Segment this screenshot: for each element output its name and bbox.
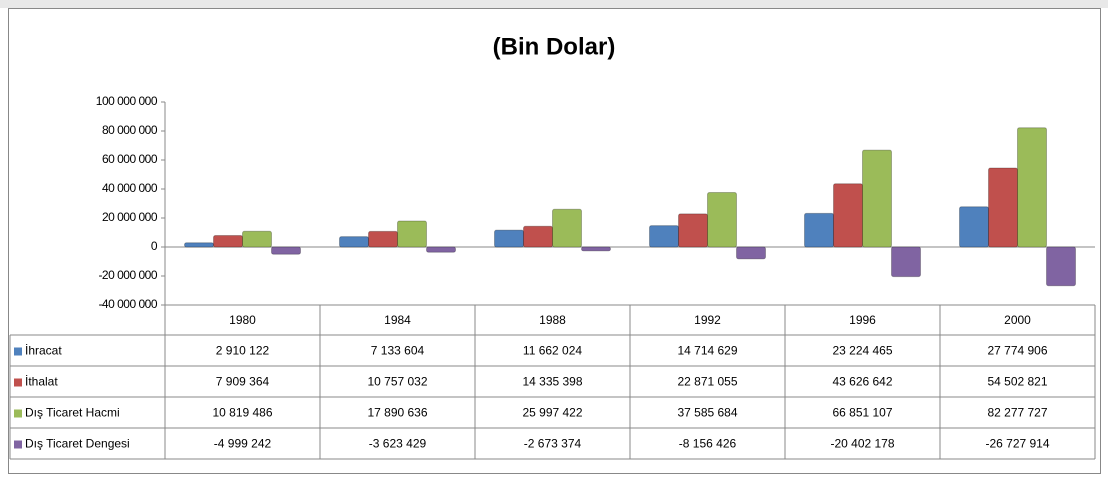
legend-key (14, 378, 22, 387)
bar (523, 225, 553, 248)
table-value: 2 910 122 (216, 344, 270, 358)
x-tick-label: 1996 (849, 313, 876, 327)
table-value: 7 909 364 (216, 375, 270, 389)
table-value: 37 585 684 (677, 406, 737, 420)
bar (581, 246, 611, 252)
y-tick-label: 0 (151, 239, 158, 253)
bar (804, 212, 834, 248)
bar (397, 220, 427, 248)
table-value: 10 757 032 (367, 375, 427, 389)
table-value: -2 673 374 (524, 437, 582, 451)
table-value: 27 774 906 (987, 344, 1047, 358)
x-tick-label: 1992 (694, 313, 721, 327)
x-tick-label: 1988 (539, 313, 566, 327)
bar (339, 236, 369, 248)
bar (1017, 127, 1047, 248)
bar (959, 206, 989, 248)
legend-label: Dış Ticaret Hacmi (25, 406, 120, 420)
table-value: 66 851 107 (832, 406, 892, 420)
x-tick-label: 2000 (1004, 313, 1031, 327)
bar (736, 246, 766, 260)
table-value: 22 871 055 (677, 375, 737, 389)
bar (1046, 246, 1076, 287)
table-value: 54 502 821 (987, 375, 1047, 389)
bar (833, 183, 863, 248)
bar (707, 192, 737, 248)
legend-key (14, 409, 22, 418)
table-value: 14 335 398 (522, 375, 582, 389)
legend-label: Dış Ticaret Dengesi (25, 437, 130, 451)
table-value: -8 156 426 (679, 437, 737, 451)
table-value: -20 402 178 (830, 437, 894, 451)
bar (552, 208, 582, 248)
bar (242, 230, 272, 248)
table-value: 17 890 636 (367, 406, 427, 420)
bar (678, 213, 708, 248)
table-value: -3 623 429 (369, 437, 427, 451)
bar (368, 230, 398, 248)
legend-label: İthalat (25, 375, 58, 389)
legend-key (14, 347, 22, 356)
bar (426, 246, 456, 253)
bar (862, 149, 892, 248)
y-tick-label: 60 000 000 (102, 152, 158, 166)
y-tick-label: 20 000 000 (102, 210, 158, 224)
y-tick-label: 100 000 000 (96, 94, 158, 108)
table-value: 11 662 024 (523, 344, 582, 358)
top-bar (0, 0, 1108, 8)
y-tick-label: -20 000 000 (98, 268, 157, 282)
x-tick-label: 1984 (384, 313, 411, 327)
bar (649, 225, 679, 248)
table-value: 23 224 465 (832, 344, 892, 358)
table-value: -26 727 914 (985, 437, 1049, 451)
bar (213, 235, 243, 248)
table-value: 10 819 486 (212, 406, 272, 420)
bar (271, 246, 301, 255)
table-value: -4 999 242 (214, 437, 272, 451)
y-tick-label: 80 000 000 (102, 123, 158, 137)
legend-key (14, 440, 22, 449)
table-value: 82 277 727 (987, 406, 1047, 420)
x-tick-label: 1980 (229, 313, 256, 327)
bar (494, 229, 524, 248)
y-tick-label: -40 000 000 (98, 297, 157, 311)
table-value: 7 133 604 (371, 344, 425, 358)
bar (184, 242, 214, 248)
table-value: 43 626 642 (832, 375, 892, 389)
y-tick-label: 40 000 000 (102, 181, 158, 195)
bar (891, 246, 921, 278)
legend-label: İhracat (25, 344, 62, 358)
table-value: 25 997 422 (522, 406, 582, 420)
chart-title: (Bin Dolar) (493, 33, 616, 60)
table-value: 14 714 629 (677, 344, 737, 358)
bar (988, 167, 1018, 248)
